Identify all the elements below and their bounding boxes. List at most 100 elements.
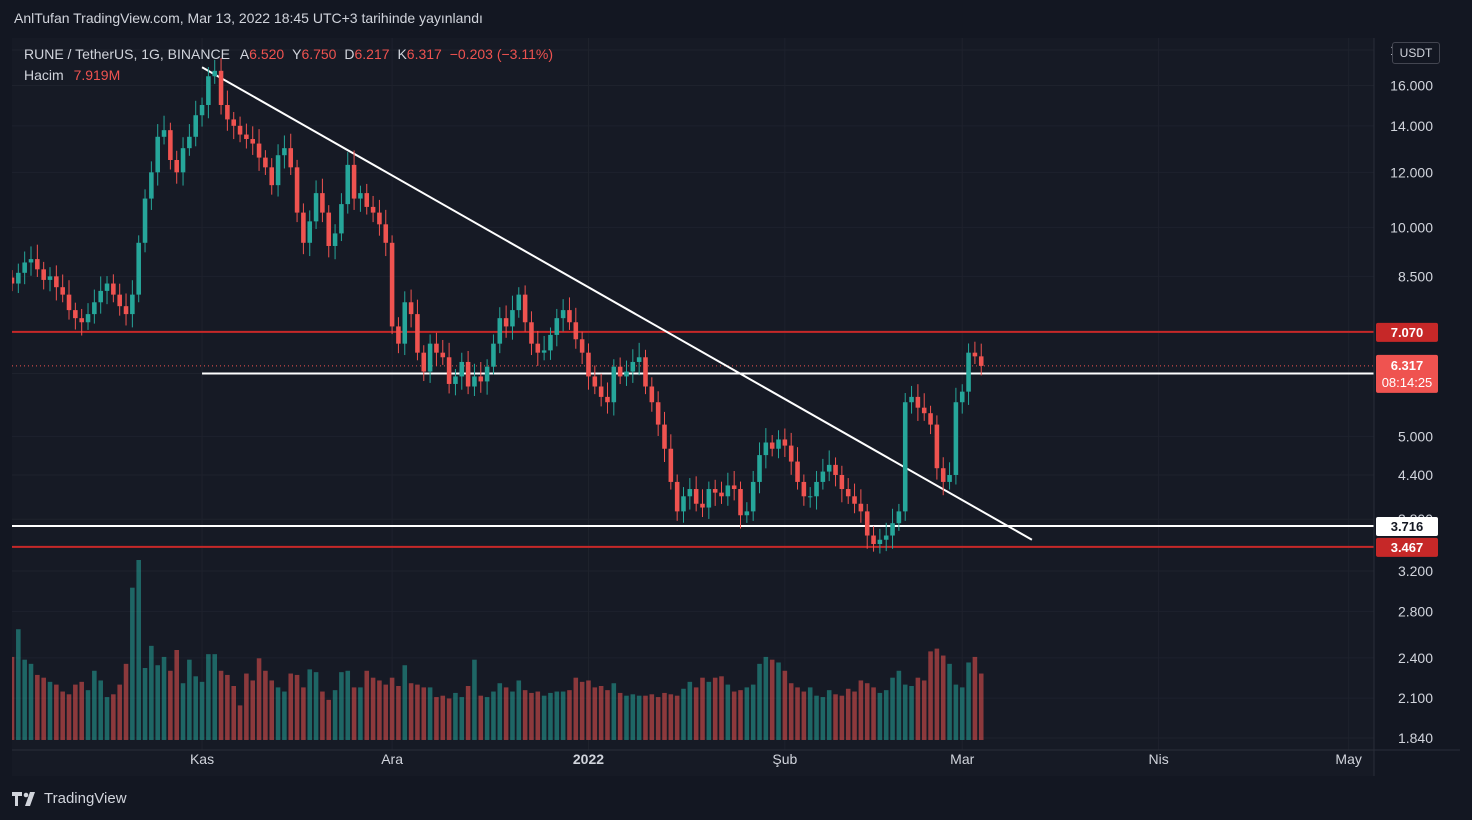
currency-unit-button[interactable]: USDT xyxy=(1392,42,1440,64)
volume-bar xyxy=(459,697,465,740)
candle-body xyxy=(579,339,585,353)
support-price-box xyxy=(1376,516,1438,536)
price-tick-label: 16.000 xyxy=(1390,78,1433,94)
candle-body xyxy=(706,489,712,508)
candle-body xyxy=(66,294,72,311)
volume-bar xyxy=(921,680,927,740)
candle-body xyxy=(130,294,135,315)
volume-bar xyxy=(567,690,572,740)
volume-bar xyxy=(104,697,110,740)
price-tick-label: 5.000 xyxy=(1398,428,1433,444)
volume-bar xyxy=(123,663,129,740)
volume-bar xyxy=(60,691,65,740)
candle-body xyxy=(427,343,433,372)
candle-body xyxy=(16,272,21,284)
volume-bar xyxy=(522,690,528,740)
candle-body xyxy=(47,276,53,280)
volume-bar xyxy=(548,692,553,740)
volume-bar xyxy=(636,695,642,740)
candle-body xyxy=(769,442,775,449)
volume-bar xyxy=(845,688,851,740)
price-tick-label: 10.000 xyxy=(1390,219,1433,235)
candle-body xyxy=(611,366,617,403)
volume-bar xyxy=(801,691,807,740)
candle-body xyxy=(453,376,458,384)
candle-body xyxy=(725,485,731,497)
candle-body xyxy=(415,314,420,353)
volume-bar xyxy=(326,699,332,740)
candle-body xyxy=(826,464,832,472)
brand-name: TradingView xyxy=(44,790,127,807)
candle-body xyxy=(218,70,224,106)
candle-body xyxy=(947,474,952,482)
volume-bar xyxy=(320,691,325,740)
volume-bar xyxy=(92,670,97,740)
volume-bar xyxy=(795,687,800,740)
price-tick-label: 3.200 xyxy=(1398,563,1433,579)
volume-bar xyxy=(263,670,268,740)
publication-text: AnlTufan TradingView.com, Mar 13, 2022 1… xyxy=(14,10,483,26)
volume-bar xyxy=(225,674,230,740)
candle-body xyxy=(776,439,781,449)
candle-body xyxy=(250,139,256,144)
price-tick-label: 2.100 xyxy=(1398,690,1433,706)
candle-body xyxy=(655,402,661,425)
candle-body xyxy=(966,352,971,392)
candle-body xyxy=(852,496,857,504)
volume-bar xyxy=(871,687,876,740)
candle-body xyxy=(434,343,439,353)
time-tick-label: 2022 xyxy=(573,751,604,767)
resistance-price-label: 7.070 xyxy=(1391,325,1424,340)
candle-body xyxy=(358,193,363,199)
time-tick-label: Mar xyxy=(950,751,974,767)
candle-body xyxy=(554,318,560,335)
volume-bar xyxy=(54,684,59,740)
volume-bar xyxy=(959,687,965,740)
candle-body xyxy=(193,115,198,137)
price-chart[interactable]: 18.00016.00014.00012.00010.0008.5005.000… xyxy=(12,38,1460,776)
candle-body xyxy=(472,376,477,387)
volume-bar xyxy=(934,648,940,740)
volume-bar xyxy=(560,691,566,740)
tradingview-logo-icon xyxy=(12,791,35,806)
candle-body xyxy=(845,489,851,497)
candle-body xyxy=(421,352,427,372)
volume-bar xyxy=(288,673,294,740)
time-tick-label: Ara xyxy=(381,751,403,767)
volume-bar xyxy=(402,665,408,740)
candle-body xyxy=(35,259,40,270)
volume-bar xyxy=(155,665,160,740)
volume-bar xyxy=(687,681,693,740)
volume-bar xyxy=(605,690,610,740)
candle-body xyxy=(269,167,275,186)
candle-body xyxy=(668,448,674,482)
candle-body xyxy=(535,343,541,353)
volume-bar xyxy=(142,668,148,740)
volume-bar xyxy=(370,677,376,740)
candles xyxy=(12,58,984,554)
volume-bar xyxy=(883,690,889,740)
candle-body xyxy=(231,119,237,126)
symbol-label[interactable]: RUNE / TetherUS, 1G, BINANCE xyxy=(24,46,230,62)
volume-bar xyxy=(947,663,952,740)
volume-bar xyxy=(66,694,72,740)
volume-bar xyxy=(972,656,978,740)
volume-bar xyxy=(377,680,382,740)
volume-bar xyxy=(313,672,319,740)
volume-bar xyxy=(389,677,395,740)
volume-bar xyxy=(598,686,604,740)
volume-label[interactable]: Hacim xyxy=(24,67,64,83)
volume-bar xyxy=(529,692,534,740)
candle-body xyxy=(408,302,414,315)
volume-bar xyxy=(472,659,477,740)
candle-body xyxy=(814,481,819,497)
candle-body xyxy=(877,539,883,545)
candle-body xyxy=(687,489,693,497)
candle-body xyxy=(820,471,826,482)
candle-body xyxy=(662,424,667,449)
volume-bar xyxy=(516,680,522,740)
downtrend-line xyxy=(201,66,1033,541)
candle-body xyxy=(592,376,598,387)
tradingview-logo[interactable]: TradingView xyxy=(12,790,127,807)
candle-body xyxy=(801,481,807,497)
